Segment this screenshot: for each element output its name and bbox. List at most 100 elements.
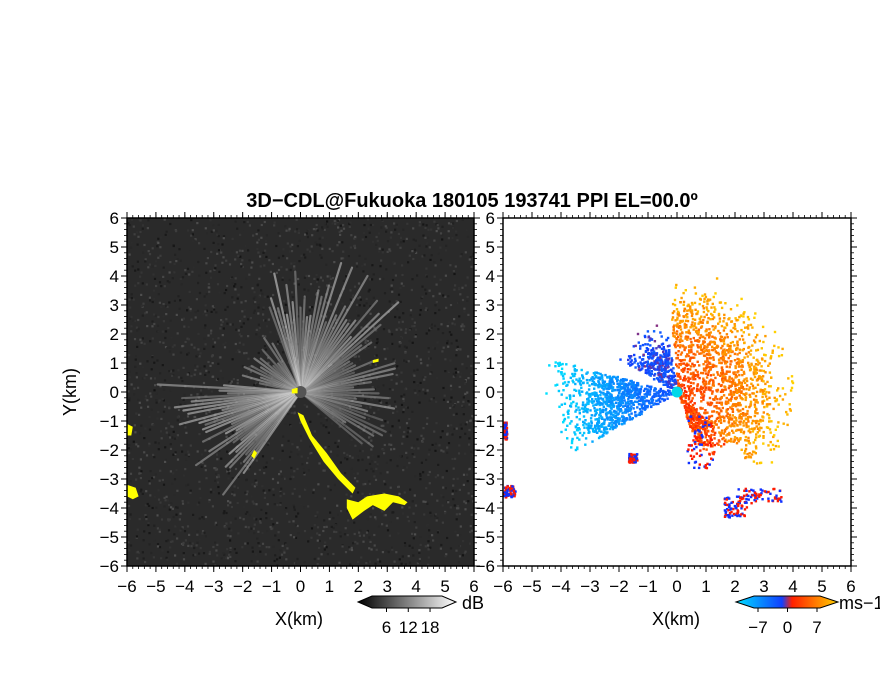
velocity-pixel [769,356,773,359]
velocity-pixel [589,417,593,420]
noise-speck [200,453,204,456]
noise-speck [311,234,314,237]
noise-speck [334,222,337,225]
noise-speck [178,307,181,310]
noise-speck [350,548,354,552]
noise-speck [470,364,473,367]
noise-speck [390,231,393,234]
noise-speck [418,401,421,404]
noise-speck [251,483,254,486]
noise-speck [379,472,382,475]
velocity-pixel [608,375,611,378]
noise-speck [312,228,315,231]
velocity-pixel [730,393,733,396]
velocity-pixel [753,405,757,409]
noise-speck [455,219,458,223]
velocity-pixel [748,428,751,431]
noise-speck [404,544,407,547]
noise-speck [166,305,169,308]
noise-speck [324,238,327,241]
noise-speck [338,425,341,428]
noise-speck [428,535,431,538]
noise-speck [440,543,443,547]
noise-speck [449,547,453,550]
velocity-pixel [616,375,619,379]
noise-speck [449,384,453,387]
velocity-pixel [683,322,687,326]
noise-speck [385,226,388,229]
noise-speck [128,370,131,373]
noise-speck [255,483,258,486]
velocity-pixel [711,410,714,413]
velocity-pixel [694,308,697,311]
velocity-pixel [702,341,705,344]
noise-speck [271,262,274,266]
noise-speck [260,236,263,239]
noise-speck [429,511,432,514]
noise-speck [246,220,249,223]
noise-speck [365,406,368,409]
velocity-pixel [755,379,759,382]
velocity-pixel [725,323,729,327]
noise-speck [389,342,392,345]
velocity-pixel [701,342,705,346]
noise-speck [176,419,179,422]
velocity-pixel [642,398,645,401]
velocity-pixel [700,387,704,391]
noise-speck [145,490,148,493]
velocity-pixel [639,344,642,348]
noise-speck [135,342,139,346]
velocity-pixel [596,399,599,403]
noise-speck [162,303,165,306]
noise-speck [251,550,254,553]
velocity-pixel [740,381,744,385]
noise-speck [395,382,398,385]
noise-speck [323,497,326,500]
noise-speck [304,488,307,491]
noise-speck [414,335,417,338]
velocity-pixel [720,429,724,432]
velocity-pixel [762,340,765,344]
velocity-pixel [760,357,764,360]
noise-speck [453,318,456,321]
noise-speck [386,529,390,532]
velocity-pixel [713,340,716,344]
velocity-pixel [676,318,679,321]
x-tick-label: −4 [175,577,194,596]
noise-speck [413,444,416,447]
noise-speck [439,547,442,550]
velocity-pixel [685,331,688,334]
noise-speck [305,274,308,277]
velocity-pixel [753,414,757,418]
noise-speck [273,503,276,506]
velocity-pixel [731,382,734,386]
noise-speck [317,557,320,560]
noise-speck [148,263,151,266]
velocity-pixel [590,420,593,423]
noise-speck [252,502,255,505]
velocity-pixel [649,352,652,355]
noise-speck [201,407,204,410]
noise-speck [208,290,211,293]
noise-speck [257,323,260,326]
noise-speck [426,308,429,311]
velocity-pixel [689,381,693,384]
noise-speck [386,347,389,350]
noise-speck [294,230,297,233]
noise-speck [212,375,215,378]
noise-speck [207,286,210,289]
noise-speck [407,427,410,430]
velocity-pixel [749,404,752,407]
velocity-pixel [647,355,650,359]
velocity-pixel [729,399,732,402]
velocity-pixel [623,399,626,402]
velocity-pixel [695,408,698,412]
noise-speck [135,372,138,375]
noise-speck [427,548,430,551]
velocity-pixel [744,449,747,453]
noise-speck [197,281,200,285]
noise-speck [363,232,366,235]
noise-speck [298,448,301,451]
velocity-pixel [686,353,689,356]
noise-speck [303,506,306,509]
